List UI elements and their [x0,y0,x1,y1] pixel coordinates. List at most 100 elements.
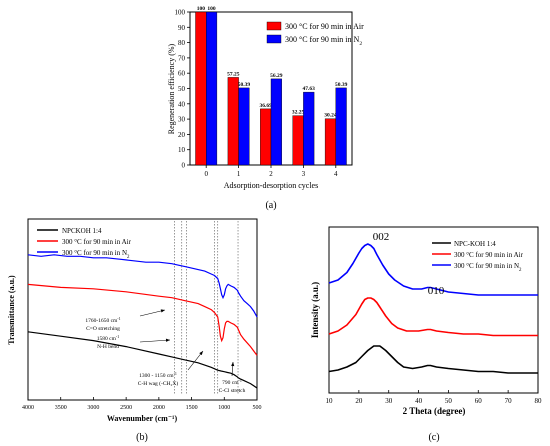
y-tick-label-a: 0 [182,162,186,170]
y-tick-label-a: 60 [178,70,186,78]
legend-label-c: 300 °C for 90 min in Air [454,251,524,259]
x-tick-label-b: 1000 [218,405,230,411]
x-tick-label-b: 3500 [55,405,67,411]
bar-n2-cycle-2 [270,78,282,166]
x-axis-label-a: Adsorption-desorption cycles [224,181,318,190]
legend-label-a: 300 °C for 90 min in N2 [285,35,362,47]
bar-air-cycle-1 [227,77,239,166]
bar-n2-cycle-3 [303,91,315,166]
annotation-b: 1760-1650 cm-1 [85,316,120,325]
x-tick-label-c: 40 [415,397,423,405]
x-tick-label-a: 2 [269,170,273,178]
y-tick-label-a: 20 [178,131,186,139]
bar-value-label: 100 [197,6,206,12]
y-tick-label-a: 80 [178,39,186,47]
bar-value-label: 30.24 [324,113,337,119]
spectra-b [27,254,258,389]
bar-value-label: 32.25 [292,110,305,116]
x-tick-label-c: 60 [475,397,483,405]
y-tick-label-a: 100 [175,9,186,17]
x-tick-label-c: 30 [385,397,393,405]
x-tick-label-b: 3000 [87,405,99,411]
annotation-arrowhead [165,338,170,342]
legend-swatch-a [266,34,282,44]
y-tick-label-a: 10 [178,146,186,154]
legend-label-c: 300 °C for 90 min in N2 [454,262,522,273]
annotation-arrow [187,350,204,371]
legend-label-b: 300 °C for 90 min in Air [62,238,132,246]
xrd-line-2 [328,243,538,296]
legend-label-a-sub: 2 [359,41,362,47]
peak-label-010: 010 [428,285,445,297]
legend-label-b-text: 300 °C for 90 min in N [62,249,127,257]
panel-label-b: (b) [136,432,148,443]
annotation-line2-b: C-H wag (-CH₂X) [138,380,179,387]
annotation-arrowhead [160,309,165,313]
bar-air-cycle-4 [324,118,337,166]
legend-label-c-text: NPC-KOH 1:4 [454,240,496,248]
annotation-sup: -1 [239,378,242,383]
panel-label-c: (c) [428,432,439,443]
panel-label-a: (a) [265,200,276,211]
bar-air-cycle-0 [195,11,207,166]
x-tick-label-c: 80 [535,397,543,405]
annotation-text: 790 cm [222,380,239,386]
annotation-line2-b: N-H bend [97,344,119,350]
legend-label-c: NPC-KOH 1:4 [454,240,496,248]
peak-label-002: 002 [373,231,390,243]
x-tick-label-c: 10 [326,397,334,405]
x-tick-label-a: 3 [302,170,306,178]
spectrum-line-1 [27,283,258,356]
y-axis-ticks-a: 0 10 20 30 40 50 60 70 80 90 100 [175,9,190,170]
bar-value-label: 56.29 [270,73,283,79]
x-tick-label-a: 0 [204,170,208,178]
bar-air-cycle-2 [260,108,272,166]
y-tick-label-a: 70 [178,54,186,62]
spectrum-line-0 [27,331,258,389]
y-axis-label-b: Transmittance (a.u.) [7,275,16,345]
y-tick-label-a: 30 [178,116,186,124]
annotation-arrowhead [231,362,235,367]
xrd-line-1 [328,297,538,337]
x-axis-label-c: 2 Theta (degree) [403,406,466,416]
y-tick-label-a: 40 [178,100,186,108]
annotation-arrow [139,339,171,343]
bar-value-label: 36.69 [259,103,272,109]
legend-label-b-sub: 2 [127,255,130,260]
legend-label-b: 300 °C for 90 min in N2 [62,249,130,260]
legend-label-c-text: 300 °C for 90 min in N [454,262,519,270]
annotation-line2-b: C-Cl stretch [219,388,246,394]
x-tick-label-a: 4 [334,170,338,178]
reference-lines-b [174,221,239,394]
y-tick-label-a: 50 [178,85,186,93]
spectrum-line-2 [27,254,258,318]
x-tick-label-a: 1 [237,170,241,178]
x-tick-label-b: 1500 [186,405,198,411]
x-axis-label-b: Wavenumber (cm⁻¹) [107,414,178,423]
legend-label-b-text: 300 °C for 90 min in Air [62,238,132,246]
x-axis-ticks-a: 0 1 2 3 4 [204,165,338,178]
annotation-arrowhead [199,351,203,356]
legend-label-c-sub: 2 [519,268,522,273]
bar-n2-cycle-4 [335,87,347,166]
x-axis-ticks-c: 10 20 30 40 50 60 70 80 [326,390,543,405]
plot-frame-b [27,218,258,401]
x-tick-label-b: 2500 [120,405,132,411]
xrd-patterns-c [328,243,538,374]
legend-label-a-text: 300 °C for 90 min in N [285,35,360,44]
xrd-line-0 [328,345,538,374]
y-axis-label-a: Regeneration efficiency (%) [167,43,176,134]
legend-swatch-a [266,21,282,31]
legend-label-a-text: 300 °C for 90 min in Air [285,22,364,31]
x-tick-label-c: 20 [355,397,363,405]
legend-label-b: NPCKOH 1:4 [62,227,102,235]
bar-n2-cycle-1 [238,87,250,166]
bar-value-label: 57.25 [227,71,240,77]
panel-b: 4000 3500 3000 2500 2000 1500 1000 500 Transmit… [7,218,262,443]
annotation-arrow [139,309,166,317]
legend-a: 300 °C for 90 min in Air 300 °C for 90 mi… [266,21,364,47]
x-tick-label-b: 500 [253,405,262,411]
